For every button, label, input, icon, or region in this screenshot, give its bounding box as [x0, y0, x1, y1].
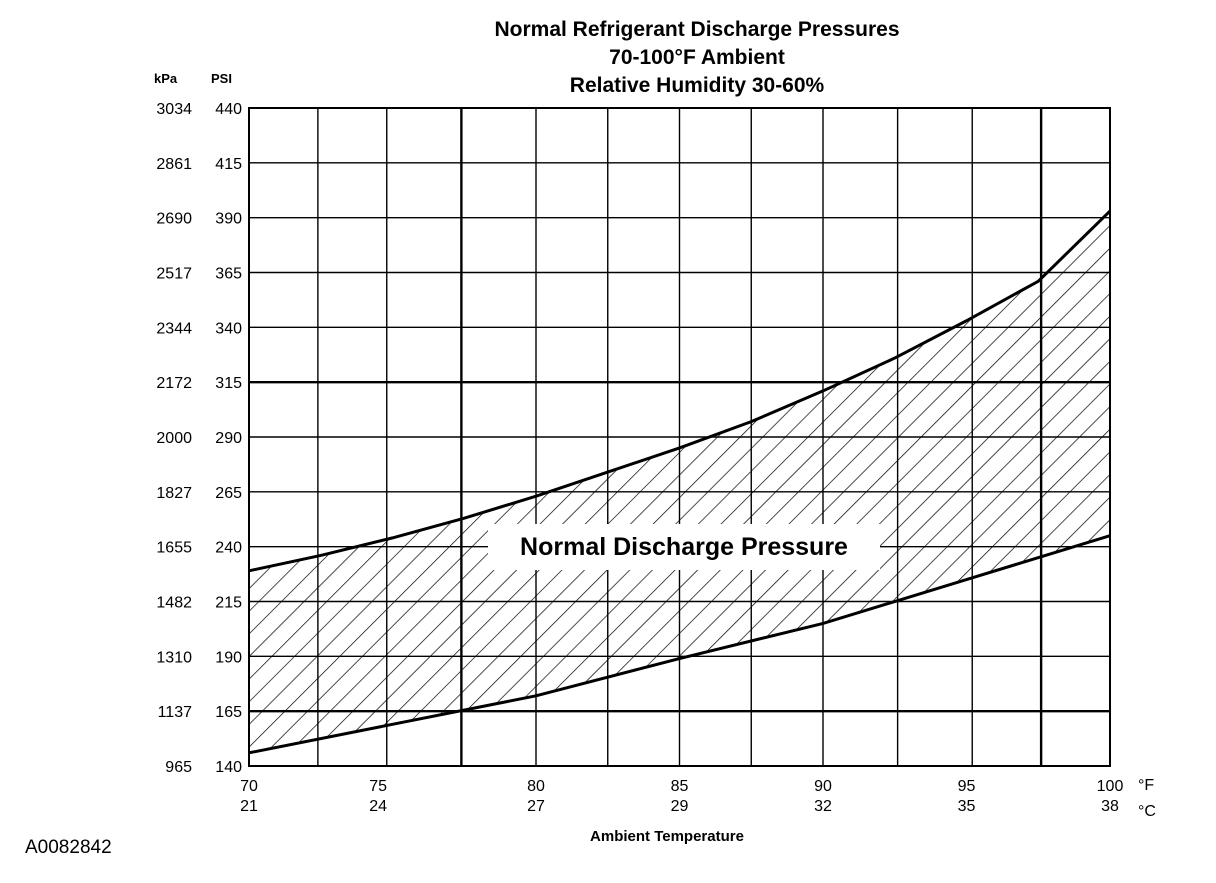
x-tick-f: 80: [527, 778, 545, 795]
chart-title: Normal Refrigerant Discharge Pressures 70…: [495, 18, 900, 97]
plot-border: [248, 107, 1111, 767]
y-tick-psi: 315: [215, 375, 242, 392]
x-tick-f: 75: [369, 778, 387, 795]
y-tick-kpa: 1655: [156, 540, 192, 557]
y-tick-kpa: 2172: [156, 375, 192, 392]
chart-title-line-3: Relative Humidity 30-60%: [570, 74, 825, 97]
y-tick-kpa: 1137: [158, 704, 193, 721]
y-tick-kpa: 965: [165, 759, 192, 776]
y-axis: kPa PSI 3034 440 2861 415 2690 390 2517 365 2344 34…: [154, 71, 242, 776]
y-tick-psi: 265: [215, 485, 242, 502]
x-tick-c: 32: [814, 798, 832, 815]
y-tick-kpa: 2000: [156, 430, 192, 447]
x-unit-c: °C: [1138, 803, 1156, 820]
x-tick-c: 21: [240, 798, 258, 815]
grid: [248, 107, 1111, 767]
y-tick-psi: 165: [215, 704, 242, 721]
x-axis-label: Ambient Temperature: [590, 828, 744, 845]
band-label-background: [488, 524, 880, 570]
annotations: Normal Discharge Pressure A0082842: [25, 524, 880, 858]
y-tick-psi: 390: [215, 211, 242, 228]
y-tick-psi: 290: [215, 430, 242, 447]
y-tick-psi: 140: [215, 759, 242, 776]
y-tick-psi: 215: [215, 595, 242, 612]
y-tick-psi: 415: [215, 156, 242, 173]
x-tick-c: 29: [671, 798, 689, 815]
x-tick-c: 27: [527, 798, 545, 815]
x-tick-f: 85: [671, 778, 689, 795]
chart-title-line-2: 70-100°F Ambient: [609, 46, 785, 69]
y-unit-kpa: kPa: [154, 71, 178, 86]
band-boundaries: [248, 210, 1112, 755]
y-tick-kpa: 2517: [156, 266, 192, 283]
y-tick-psi: 240: [215, 540, 242, 557]
y-tick-psi: 365: [215, 266, 242, 283]
y-tick-psi: 440: [215, 101, 242, 118]
curve-lower: [248, 534, 1111, 755]
x-tick-f: 70: [240, 778, 258, 795]
chart-title-line-1: Normal Refrigerant Discharge Pressures: [495, 18, 900, 41]
y-tick-kpa: 1827: [156, 485, 192, 502]
x-tick-c: 38: [1101, 798, 1119, 815]
x-unit-f: °F: [1138, 777, 1154, 794]
x-tick-f: 90: [814, 778, 832, 795]
y-tick-kpa: 3034: [156, 101, 192, 118]
y-tick-psi: 190: [215, 649, 242, 666]
x-axis: 70 21 75 24 80 27 85 29 90 32 95 35 100 38 °F °C Ambient…: [240, 777, 1156, 845]
x-tick-f: 95: [958, 778, 976, 795]
figure-id: A0082842: [25, 837, 112, 858]
y-tick-kpa: 1482: [156, 595, 192, 612]
y-tick-kpa: 2861: [156, 156, 192, 173]
y-tick-kpa: 1310: [156, 649, 192, 666]
y-tick-kpa: 2690: [156, 211, 192, 228]
y-tick-kpa: 2344: [156, 320, 192, 337]
x-tick-f: 100: [1097, 778, 1124, 795]
y-unit-psi: PSI: [211, 71, 232, 86]
x-tick-c: 24: [369, 798, 387, 815]
curve-upper: [248, 210, 1112, 573]
band-label: Normal Discharge Pressure: [520, 533, 848, 561]
y-tick-psi: 340: [215, 320, 242, 337]
x-tick-c: 35: [958, 798, 976, 815]
